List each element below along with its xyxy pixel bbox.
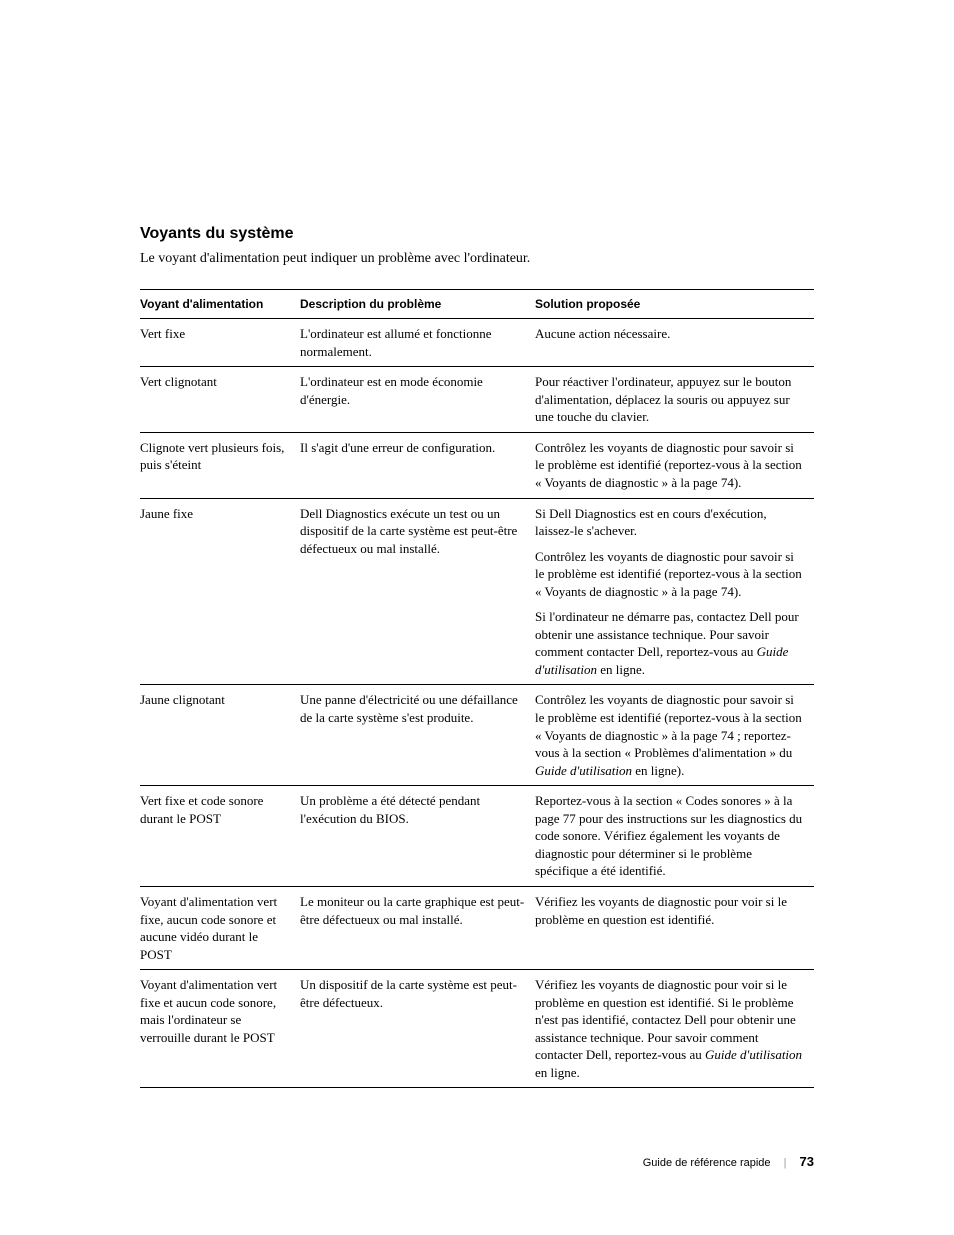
cell-description: Le moniteur ou la carte graphique est pe… [300,886,535,969]
page: Voyants du système Le voyant d'alimentat… [0,0,954,1235]
cell-solution: Contrôlez les voyants de diagnostic pour… [535,685,814,786]
cell-solution: Reportez-vous à la section « Codes sonor… [535,786,814,887]
cell-indicator: Vert clignotant [140,367,300,433]
italic-text: Guide d'utilisation [705,1047,802,1062]
page-footer: Guide de référence rapide | 73 [643,1154,814,1169]
text-run: en ligne. [597,662,645,677]
italic-text: Guide d'utilisation [535,763,632,778]
page-number: 73 [800,1154,814,1169]
cell-indicator: Jaune clignotant [140,685,300,786]
cell-description: Une panne d'électricité ou une défaillan… [300,685,535,786]
table-row: Vert clignotant L'ordinateur est en mode… [140,367,814,433]
cell-description: L'ordinateur est allumé et fonctionne no… [300,319,535,367]
section-heading: Voyants du système [140,225,814,243]
table-row: Clignote vert plusieurs fois, puis s'éte… [140,432,814,498]
col-header-solution: Solution proposée [535,290,814,319]
cell-description: L'ordinateur est en mode économie d'éner… [300,367,535,433]
cell-description: Dell Diagnostics exécute un test ou un d… [300,498,535,685]
col-header-description: Description du problème [300,290,535,319]
text-run: en ligne. [535,1065,580,1080]
cell-indicator: Clignote vert plusieurs fois, puis s'éte… [140,432,300,498]
cell-solution: Aucune action nécessaire. [535,319,814,367]
cell-solution: Vérifiez les voyants de diagnostic pour … [535,886,814,969]
table-row: Vert fixe et code sonore durant le POST … [140,786,814,887]
cell-solution: Contrôlez les voyants de diagnostic pour… [535,432,814,498]
footer-title: Guide de référence rapide [643,1157,771,1169]
cell-solution: Vérifiez les voyants de diagnostic pour … [535,970,814,1088]
table-row: Voyant d'alimentation vert fixe, aucun c… [140,886,814,969]
cell-indicator: Vert fixe [140,319,300,367]
table-header-row: Voyant d'alimentation Description du pro… [140,290,814,319]
table-row: Vert fixe L'ordinateur est allumé et fon… [140,319,814,367]
cell-indicator: Voyant d'alimentation vert fixe et aucun… [140,970,300,1088]
footer-divider: | [774,1157,797,1169]
text-run: Contrôlez les voyants de diagnostic pour… [535,692,802,760]
cell-indicator: Jaune fixe [140,498,300,685]
table-row: Jaune clignotant Une panne d'électricité… [140,685,814,786]
system-lights-table: Voyant d'alimentation Description du pro… [140,289,814,1088]
col-header-power-light: Voyant d'alimentation [140,290,300,319]
cell-indicator: Voyant d'alimentation vert fixe, aucun c… [140,886,300,969]
cell-description: Un dispositif de la carte système est pe… [300,970,535,1088]
solution-part: Contrôlez les voyants de diagnostic pour… [535,548,804,601]
cell-description: Il s'agit d'une erreur de configuration. [300,432,535,498]
table-row: Voyant d'alimentation vert fixe et aucun… [140,970,814,1088]
cell-solution: Si Dell Diagnostics est en cours d'exécu… [535,498,814,685]
cell-description: Un problème a été détecté pendant l'exéc… [300,786,535,887]
text-run: en ligne). [632,763,684,778]
intro-text: Le voyant d'alimentation peut indiquer u… [140,251,814,267]
solution-part: Si Dell Diagnostics est en cours d'exécu… [535,505,804,540]
solution-part: Si l'ordinateur ne démarre pas, contacte… [535,608,804,678]
cell-solution: Pour réactiver l'ordinateur, appuyez sur… [535,367,814,433]
table-row: Jaune fixe Dell Diagnostics exécute un t… [140,498,814,685]
cell-indicator: Vert fixe et code sonore durant le POST [140,786,300,887]
